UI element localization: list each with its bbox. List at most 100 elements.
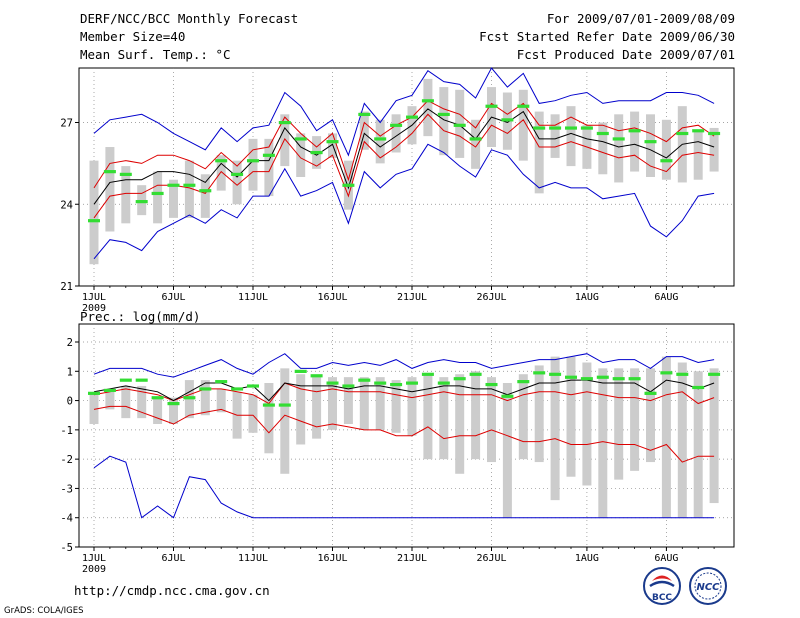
x-tick-label: 6JUL: [161, 553, 185, 564]
spread-box: [487, 377, 496, 463]
median-tick: [421, 372, 434, 376]
spread-box: [137, 385, 147, 419]
median-tick: [358, 378, 371, 382]
y-tick-label: 2: [67, 337, 73, 349]
median-tick: [262, 403, 275, 407]
median-tick: [469, 372, 482, 376]
y-tick-label: -1: [60, 425, 73, 437]
spread-box: [216, 388, 226, 413]
median-tick: [135, 378, 148, 382]
y-tick-label: -3: [60, 483, 73, 495]
spread-box: [534, 365, 544, 463]
median-tick: [310, 150, 323, 155]
median-tick: [135, 200, 148, 204]
series-line-ensemble-max: [93, 353, 715, 378]
median-tick: [644, 140, 657, 144]
median-tick: [103, 170, 116, 174]
x-tick-label: 11JUL: [238, 553, 268, 564]
spread-box: [709, 368, 719, 504]
median-tick: [485, 104, 498, 108]
median-tick: [103, 388, 116, 393]
median-tick: [151, 396, 164, 400]
median-tick: [708, 372, 721, 376]
median-tick: [692, 129, 705, 133]
spread-box: [153, 397, 163, 424]
spread-box: [566, 356, 576, 477]
median-tick: [501, 394, 514, 398]
x-tick-label: 26JUL: [476, 292, 506, 303]
median-tick: [262, 153, 275, 157]
spread-box: [184, 160, 194, 218]
median-tick: [294, 137, 307, 141]
spread-box: [105, 388, 115, 410]
spread-box: [121, 385, 131, 419]
median-tick: [199, 189, 212, 193]
spread-box: [169, 397, 178, 424]
median-tick: [231, 387, 244, 391]
series-line-ensemble-min: [93, 455, 715, 519]
spread-box: [169, 179, 178, 218]
series-line-mean-sd: [93, 113, 715, 219]
median-tick: [517, 104, 530, 108]
median-tick: [533, 371, 546, 375]
median-tick: [437, 381, 450, 385]
spread-box: [328, 377, 337, 430]
bcc-logo-icon: BCC: [643, 567, 681, 605]
chart-title: DERF/NCC/BCC Monthly Forecast: [80, 11, 299, 26]
median-tick: [390, 382, 403, 387]
median-tick: [88, 391, 100, 395]
spread-box: [630, 111, 640, 172]
median-tick: [358, 112, 371, 117]
median-tick: [406, 115, 418, 119]
spread-box: [598, 368, 608, 518]
spread-box: [359, 377, 369, 430]
series-line-ensemble-mean: [93, 108, 715, 205]
median-tick: [565, 126, 577, 130]
series-line-ensemble-min: [93, 143, 715, 260]
spread-box: [375, 377, 385, 430]
x-tick-label: 26JUL: [476, 553, 506, 564]
spread-box: [391, 114, 401, 153]
median-tick: [231, 172, 244, 176]
spread-box: [439, 377, 449, 460]
median-tick: [183, 396, 196, 400]
spread-box: [248, 138, 258, 191]
spread-box: [280, 114, 290, 167]
median-tick: [326, 140, 339, 144]
x-tick-label: 6AUG: [654, 553, 678, 564]
x-tick-label: 1AUG: [575, 292, 599, 303]
median-tick: [517, 380, 530, 384]
median-tick: [628, 129, 641, 133]
plot-frame: [78, 67, 735, 287]
median-tick: [183, 183, 196, 187]
spread-box: [343, 377, 353, 424]
series-line-ensemble-max: [93, 67, 715, 157]
spread-box: [280, 368, 290, 474]
median-tick: [549, 126, 562, 130]
forecast-period-label: For 2009/07/01-2009/08/09: [546, 11, 735, 26]
series-line-mean-sd: [93, 382, 715, 405]
spread-box: [502, 383, 512, 518]
y-tick-label: 21: [60, 281, 73, 293]
spread-box: [375, 119, 385, 164]
median-tick: [596, 131, 609, 136]
spread-box: [550, 356, 560, 501]
spread-box: [105, 147, 115, 232]
median-tick: [247, 159, 259, 163]
median-tick: [247, 384, 259, 388]
source-url[interactable]: http://cmdp.ncc.cma.gov.cn: [74, 583, 270, 598]
spread-box: [439, 87, 449, 156]
median-tick: [342, 183, 355, 187]
median-tick: [660, 371, 673, 375]
ncc-logo-text: NCC: [696, 582, 720, 593]
spread-box: [359, 111, 369, 150]
spread-box: [312, 377, 322, 439]
spread-box: [296, 374, 306, 445]
median-tick: [676, 131, 689, 136]
median-tick: [374, 381, 387, 385]
ncc-logo-icon: NCC: [689, 567, 727, 605]
median-tick: [421, 99, 434, 103]
plot-frame: [78, 323, 735, 548]
